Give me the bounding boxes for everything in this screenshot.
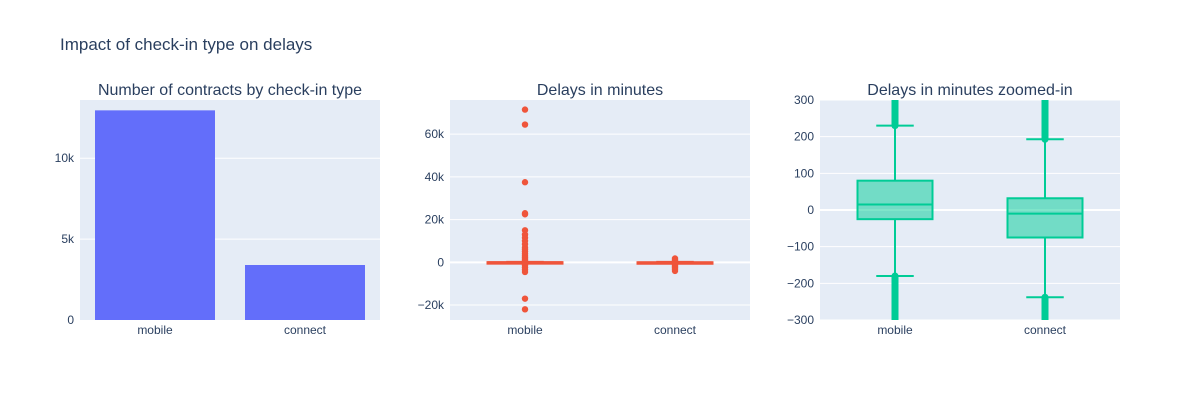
outlier-point [521,306,529,313]
y-tick-label: 10k [55,151,75,165]
plot-background [450,100,750,320]
y-tick-label: 100 [794,166,814,180]
y-tick-label: −200 [787,276,814,290]
fence-point-upper [891,122,899,130]
outlier-band-lower [1041,297,1049,320]
outlier-point [671,267,679,275]
outlier-point [521,121,529,128]
y-tick-label: 40k [425,170,445,184]
iqr-box [1006,197,1084,239]
outlier-point [521,106,529,113]
y-tick-label: 0 [67,313,74,327]
box-mobile [486,106,564,313]
y-tick-label: 0 [437,255,444,269]
outlier-point [521,179,529,186]
y-tick-label: −20k [418,298,445,312]
x-tick-label: connect [654,323,697,337]
figure-title: Impact of check-in type on delays [60,35,312,54]
subplot-title: Delays in minutes zoomed-in [867,82,1072,99]
subplot-1: 0 5k 10k mobile connect Number of contracts b… [55,82,380,337]
x-tick-label: connect [1024,323,1067,337]
x-tick-label: connect [284,323,327,337]
fence-point-lower [891,272,899,280]
x-tick-label: mobile [877,323,913,337]
y-tick-label: −300 [787,313,814,327]
subplot-2: −20k 0 20k 40k 60k mobile connect Delays in min… [418,82,750,337]
x-tick-label: mobile [137,323,173,337]
iqr-box [856,179,934,221]
plot-area [856,100,1084,320]
outlier-band-upper [1041,100,1049,140]
subplot-3: −300 −200 −100 0 100 200 300 mobile connect Delay… [787,82,1120,337]
plot-area [95,110,365,320]
outlier-point [521,211,529,218]
bar-mobile [95,110,215,320]
y-tick-label: 5k [61,232,75,246]
outlier-point [521,268,529,276]
subplot-title: Delays in minutes [537,82,663,99]
box-connect [636,255,714,275]
y-tick-label: −100 [787,240,814,254]
outlier-band-lower [891,276,899,320]
outlier-point [521,295,529,302]
outlier-band-upper [891,100,899,126]
box-mobile [856,100,934,320]
y-tick-label: 200 [794,130,814,144]
x-tick-label: mobile [507,323,543,337]
plot-area [486,106,714,313]
box-connect [1006,100,1084,320]
y-tick-label: 20k [425,213,445,227]
fence-point-upper [1041,135,1049,143]
bar-connect [245,265,365,320]
y-tick-label: 0 [807,203,814,217]
panels: 0 5k 10k mobile connect Number of contracts b… [55,82,1120,337]
y-tick-label: 60k [425,127,445,141]
subplot-title: Number of contracts by check-in type [98,82,362,99]
fence-point-lower [1041,293,1049,301]
y-tick-label: 300 [794,93,814,107]
